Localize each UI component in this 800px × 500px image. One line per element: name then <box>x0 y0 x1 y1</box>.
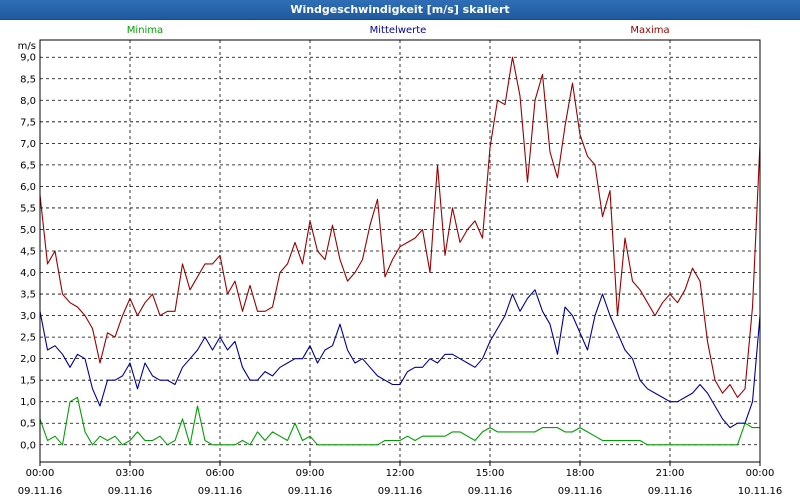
series-line-maxima <box>39 56 761 398</box>
x-tick-date-label: 09.11.16 <box>558 486 603 497</box>
y-tick-label: 2,0 <box>20 354 36 365</box>
x-tick-date-label: 09.11.16 <box>288 486 333 497</box>
y-tick-label: 0,5 <box>20 419 36 430</box>
x-tick-date-label: 09.11.16 <box>108 486 153 497</box>
series-line-mittelwerte <box>39 289 761 429</box>
x-tick-time-label: 09:00 <box>296 468 325 479</box>
y-tick-label: 9,0 <box>20 53 36 64</box>
x-tick-date-label: 09.11.16 <box>198 486 243 497</box>
x-tick-time-label: 15:00 <box>476 468 505 479</box>
legend-label-minima: Minima <box>127 25 163 36</box>
wind-speed-chart: 0,0 0,5 1,0 1,5 2,0 2,5 3,0 3,5 4,0 4,5 5,0 5,5 6,0 6… <box>0 20 800 500</box>
y-tick-label: 1,0 <box>20 397 36 408</box>
y-tick-label: 4,0 <box>20 268 36 279</box>
legend: Minima Mittelwerte Maxima <box>127 25 670 36</box>
y-tick-label: 7,5 <box>20 117 36 128</box>
legend-label-mittelwerte: Mittelwerte <box>370 25 427 36</box>
y-tick-label: 0,0 <box>20 440 36 451</box>
x-tick-date-label: 09.11.16 <box>648 486 693 497</box>
y-tick-label: 6,0 <box>20 182 36 193</box>
x-tick-date-label: 09.11.16 <box>18 486 63 497</box>
y-tick-label: 5,0 <box>20 225 36 236</box>
x-tick-time-label: 00:00 <box>746 468 775 479</box>
plot-frame <box>39 39 761 463</box>
x-tick-date-label: 09.11.16 <box>378 486 423 497</box>
series-line-minima <box>39 396 760 446</box>
grid <box>40 40 760 462</box>
y-tick-label: 1,5 <box>20 376 36 387</box>
y-tick-label: 6,5 <box>20 160 36 171</box>
legend-label-maxima: Maxima <box>630 25 669 36</box>
x-tick-time-label: 21:00 <box>656 468 685 479</box>
x-tick-time-label: 00:00 <box>26 468 55 479</box>
y-tick-label: 4,5 <box>20 247 36 258</box>
series-lines <box>39 56 761 446</box>
y-tick-label: 3,5 <box>20 290 36 301</box>
y-tick-label: 5,5 <box>20 203 36 214</box>
x-axis: 00:00 09.11.16 03:00 09.11.16 06:00 09.11.16 0… <box>18 462 783 497</box>
x-tick-date-label: 10.11.16 <box>738 486 783 497</box>
chart-background <box>0 20 800 500</box>
y-tick-label: 8,5 <box>20 74 36 85</box>
x-tick-date-label: 09.11.16 <box>468 486 513 497</box>
y-axis-unit-label: m/s <box>18 41 36 52</box>
x-tick-time-label: 03:00 <box>116 468 145 479</box>
x-tick-time-label: 12:00 <box>386 468 415 479</box>
chart-title: Windgeschwindigkeit [m/s] skaliert <box>0 0 800 20</box>
x-tick-time-label: 06:00 <box>206 468 235 479</box>
y-tick-label: 8,0 <box>20 96 36 107</box>
y-tick-label: 3,0 <box>20 311 36 322</box>
y-tick-label: 7,0 <box>20 139 36 150</box>
y-axis: 0,0 0,5 1,0 1,5 2,0 2,5 3,0 3,5 4,0 4,5 5,0 5,5 6,0 6… <box>18 41 36 451</box>
x-tick-time-label: 18:00 <box>566 468 595 479</box>
y-tick-label: 2,5 <box>20 333 36 344</box>
